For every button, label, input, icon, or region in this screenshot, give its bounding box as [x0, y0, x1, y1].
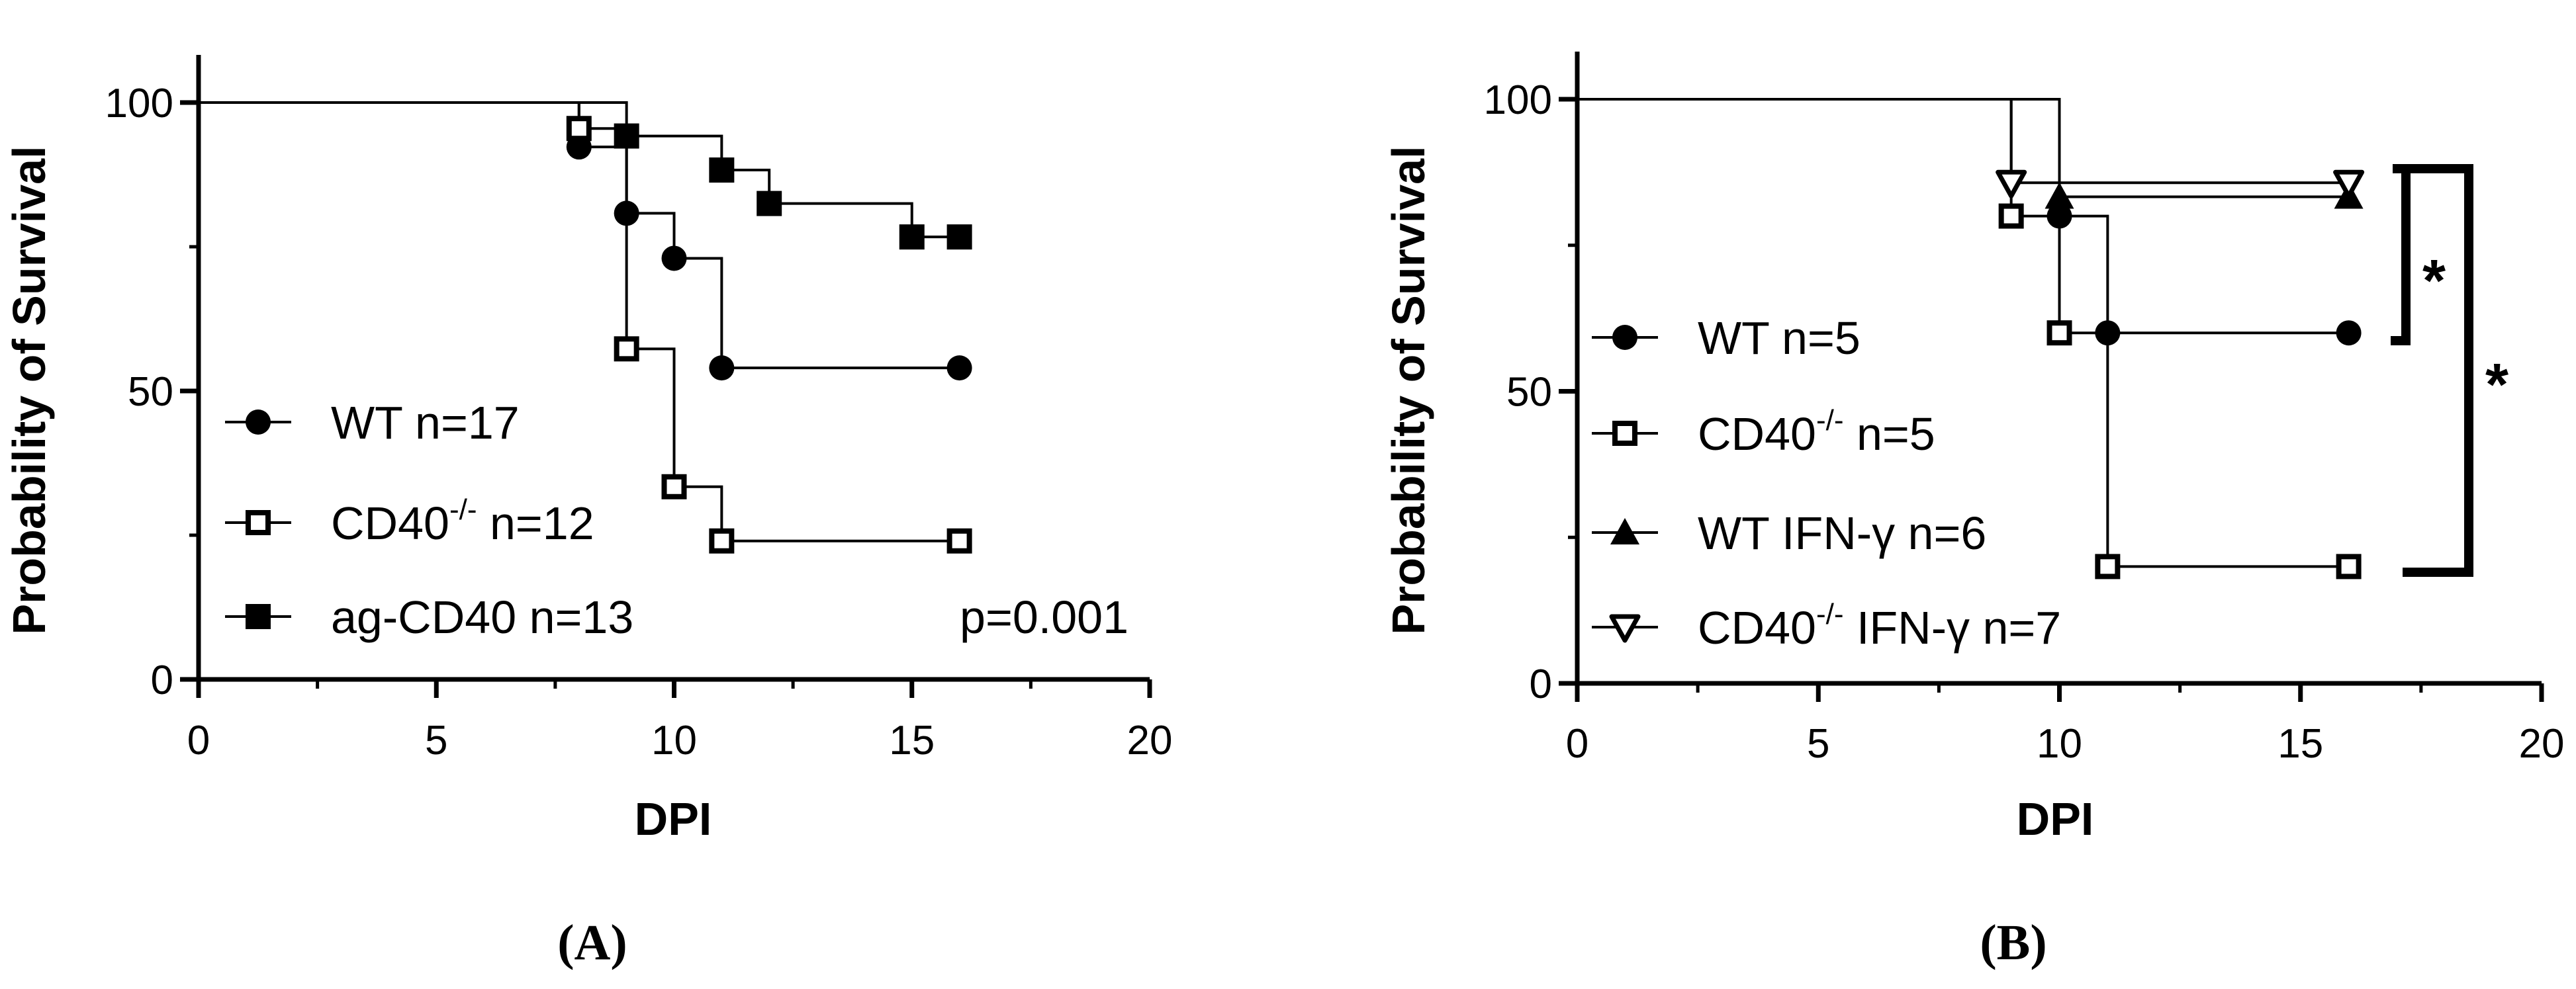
legend-marker-b-cd40-ifng	[1592, 614, 1658, 643]
y-tick-label-b-50: 50	[1506, 370, 1552, 415]
data-point-a-0-3	[709, 355, 735, 381]
plot-area-b: 0 5 10 15 20 0 50 100	[1484, 52, 2565, 767]
panel-label-b: (B)	[1980, 915, 2047, 970]
legend-label-a-cd40: CD40-/- n=12	[331, 494, 594, 549]
p-value-annotation: p=0.001	[960, 591, 1128, 643]
x-tick-label-a-20: 20	[1127, 718, 1173, 763]
panel-a: 0 5 10 15 20 0 50 100 WT n=17 CD40-/- n=12 ag-C…	[3, 55, 1172, 970]
legend-marker-b-cd40	[1592, 421, 1658, 446]
significance-label-inner: *	[2422, 248, 2446, 314]
x-tick-label-b-0: 0	[1566, 721, 1588, 767]
data-point-a-0-2	[661, 245, 687, 271]
data-point-b-3-1	[2333, 169, 2365, 198]
y-tick-label-a-50: 50	[128, 369, 173, 415]
y-axis-title-a: Probability of Survival	[3, 146, 55, 634]
data-point-a-2-1	[709, 157, 735, 183]
significance-bracket-inner: *	[2391, 164, 2446, 345]
x-tick-label-b-15: 15	[2277, 721, 2323, 767]
legend-label-a-wt: WT n=17	[331, 397, 520, 449]
significance-label-outer: *	[2485, 352, 2508, 418]
data-point-b-0-2	[2336, 320, 2362, 346]
data-point-b-3-0	[1996, 169, 2027, 198]
data-point-b-2-0	[2045, 182, 2074, 209]
x-axis-title-b: DPI	[2017, 793, 2094, 845]
legend-marker-b-wt-ifng	[1592, 518, 1658, 544]
survival-curve-a-1	[199, 101, 960, 542]
legend-item-b-wt-ifng: WT IFN-γ n=6	[1592, 507, 1986, 559]
x-tick-label-a-5: 5	[425, 718, 447, 763]
legend-b: WT n=5 CD40-/- n=5 WT IFN-γ n=6 CD40-/- …	[1592, 312, 2061, 654]
data-point-a-2-2	[757, 191, 782, 216]
x-tick-label-b-5: 5	[1807, 721, 1829, 767]
y-tick-label-a-0: 0	[151, 658, 173, 703]
legend-marker-b-wt	[1592, 325, 1658, 350]
legend-item-b-cd40-ifng: CD40-/- IFN-γ n=7	[1592, 598, 2061, 654]
data-point-b-1-0	[1998, 203, 2024, 229]
legend-item-a-wt: WT n=17	[225, 397, 520, 449]
x-tick-label-a-10: 10	[651, 718, 697, 763]
x-tick-label-b-20: 20	[2519, 721, 2565, 767]
significance-bracket-outer: *	[2403, 164, 2508, 577]
data-point-a-1-2	[661, 474, 687, 499]
survival-curve-a-2	[199, 101, 960, 239]
y-tick-label-a-100: 100	[105, 81, 173, 126]
panel-b: 0 5 10 15 20 0 50 100 WT n=5 CD40-/- n=5 WT IFN…	[1383, 52, 2564, 970]
legend-item-b-cd40: CD40-/- n=5	[1592, 404, 1935, 460]
data-point-a-1-4	[946, 528, 972, 554]
legend-a: WT n=17 CD40-/- n=12 ag-CD40 n=13	[225, 397, 633, 643]
legend-label-b-wt-ifng: WT IFN-γ n=6	[1698, 507, 1986, 559]
legend-marker-b-wt-symbol	[1612, 325, 1637, 350]
x-tick-label-a-15: 15	[889, 718, 935, 763]
legend-item-b-wt: WT n=5	[1592, 312, 1861, 364]
data-point-a-0-4	[946, 355, 972, 381]
data-point-b-1-1	[2047, 320, 2072, 346]
legend-item-a-agcd40: ag-CD40 n=13	[225, 591, 633, 643]
x-axis-title-a: DPI	[635, 793, 712, 845]
data-point-a-1-1	[614, 336, 639, 362]
x-tick-label-a-0: 0	[187, 718, 210, 763]
y-tick-label-b-0: 0	[1530, 662, 1552, 707]
data-point-a-1-0	[566, 116, 592, 142]
survival-curve-b-0	[1577, 98, 2349, 335]
legend-item-a-cd40: CD40-/- n=12	[225, 494, 594, 549]
y-axis-title-b: Probability of Survival	[1383, 146, 1434, 634]
legend-label-a-agcd40: ag-CD40 n=13	[331, 591, 633, 643]
legend-marker-a-agcd40-symbol	[246, 604, 271, 629]
legend-label-b-wt: WT n=5	[1698, 312, 1861, 364]
legend-marker-b-wt-ifng-symbol	[1610, 518, 1639, 544]
plot-area-a: 0 5 10 15 20 0 50 100	[105, 55, 1173, 763]
legend-marker-a-cd40	[225, 510, 291, 535]
data-point-a-2-3	[899, 224, 925, 250]
data-point-a-2-0	[614, 123, 639, 149]
legend-marker-b-cd40-symbol	[1612, 421, 1637, 446]
data-point-b-1-3	[2336, 554, 2362, 580]
legend-marker-a-wt	[225, 409, 291, 435]
x-tick-label-b-10: 10	[2037, 721, 2082, 767]
survival-curve-b-3	[1577, 98, 2349, 185]
y-tick-label-b-100: 100	[1484, 77, 1552, 123]
legend-marker-a-agcd40	[225, 604, 291, 629]
legend-marker-a-cd40-symbol	[246, 510, 271, 535]
legend-label-b-cd40: CD40-/- n=5	[1698, 404, 1935, 460]
data-point-b-0-1	[2095, 320, 2121, 346]
data-point-a-1-3	[709, 528, 735, 554]
legend-marker-a-wt-symbol	[246, 409, 271, 435]
panel-label-a: (A)	[557, 915, 627, 970]
data-point-b-0-0	[2047, 203, 2072, 229]
data-point-a-2-4	[946, 224, 972, 250]
data-point-b-1-2	[2095, 554, 2121, 580]
legend-label-b-cd40-ifng: CD40-/- IFN-γ n=7	[1698, 598, 2061, 654]
legend-marker-b-cd40-ifng-symbol	[1609, 614, 1641, 643]
data-point-a-0-1	[614, 200, 639, 226]
